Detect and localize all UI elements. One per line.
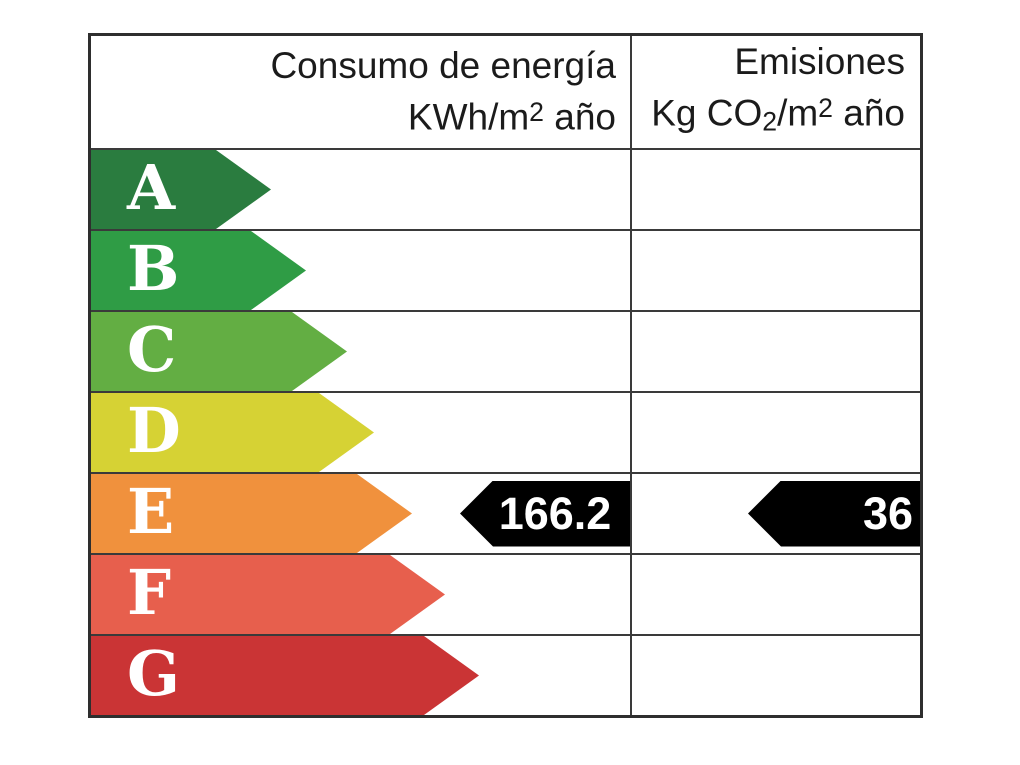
- superscript-2: 2: [818, 93, 833, 124]
- rating-letter-d: D: [127, 393, 181, 467]
- emisiones-value-arrow: 36: [748, 480, 920, 547]
- consumo-value-arrow: 166.2: [460, 480, 630, 547]
- rating-row-b-emisiones: [632, 229, 920, 310]
- header-consumo-line2: KWh/m2 año: [407, 96, 616, 138]
- rating-row-b-consumo: B: [91, 229, 632, 310]
- header-emisiones-line1: Emisiones: [734, 41, 905, 83]
- header-emisiones: Emisiones Kg CO2/m2 año: [632, 36, 920, 148]
- rating-table: Consumo de energía KWh/m2 año Emisiones …: [88, 33, 923, 718]
- rating-letter-g: G: [127, 636, 180, 710]
- rating-letter-e: E: [127, 474, 175, 548]
- rating-row-d-consumo: D: [91, 391, 632, 472]
- rating-row-e-consumo: E 166.2: [91, 472, 632, 553]
- rating-row-a-consumo: A: [91, 148, 632, 229]
- header-consumo: Consumo de energía KWh/m2 año: [91, 36, 632, 148]
- rating-row-e-emisiones: 36: [632, 472, 920, 553]
- rating-arrow-b: B: [91, 231, 306, 310]
- rating-row-f-emisiones: [632, 553, 920, 634]
- header-consumo-line1: Consumo de energía: [270, 45, 616, 87]
- rating-row-c-consumo: C: [91, 310, 632, 391]
- rating-letter-a: A: [127, 150, 176, 224]
- emisiones-value: 36: [862, 488, 913, 539]
- superscript-2: 2: [529, 97, 544, 128]
- rating-arrow-d: D: [91, 393, 374, 472]
- rating-letter-c: C: [127, 312, 177, 386]
- rating-row-c-emisiones: [632, 310, 920, 391]
- consumo-value: 166.2: [498, 488, 612, 539]
- header-emisiones-line2: Kg CO2/m2 año: [651, 92, 905, 137]
- rating-row-d-emisiones: [632, 391, 920, 472]
- rating-letter-b: B: [127, 231, 180, 305]
- rating-row-f-consumo: F: [91, 553, 632, 634]
- rating-row-g-emisiones: [632, 634, 920, 715]
- rating-arrow-c: C: [91, 312, 347, 391]
- rating-row-g-consumo: G: [91, 634, 632, 715]
- rating-arrow-f: F: [91, 555, 445, 634]
- rating-arrow-g: G: [91, 636, 479, 715]
- rating-arrow-a: A: [91, 150, 271, 229]
- rating-letter-f: F: [127, 555, 172, 629]
- subscript-2: 2: [762, 106, 778, 137]
- rating-arrow-e: E: [91, 474, 412, 553]
- rating-row-a-emisiones: [632, 148, 920, 229]
